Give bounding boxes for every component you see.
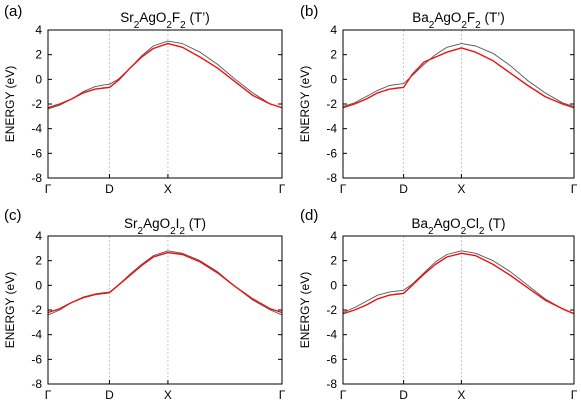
x-tick-label: Γ [340,182,347,196]
x-tick-label: Γ [45,182,52,196]
panel-label: (d) [300,207,318,224]
y-tick-label: 2 [330,254,337,268]
panel-title: Ba2AgO2Cl2 (T) [412,216,506,237]
x-tick-label: Γ [571,388,578,402]
band-line-reference [47,250,283,316]
y-tick-label: 4 [330,23,337,37]
band-line-red [47,251,283,314]
x-tick-label: X [164,388,172,402]
plot-frame [342,29,575,179]
y-tick-label: -2 [326,303,337,317]
y-tick-label: -2 [326,97,337,111]
y-tick-label: 0 [35,278,42,292]
band-line-reference [342,250,575,315]
x-tick-label: X [164,182,172,196]
y-tick-label: -6 [31,146,42,160]
y-tick-label: 4 [330,229,337,243]
band-line-reference [342,43,575,107]
panel-label: (a) [4,3,22,20]
y-tick-label: 0 [330,72,337,86]
panel-title: Sr2AgO2I2 (T) [124,216,206,237]
x-tick-label: D [105,182,114,196]
band-line-red [47,42,283,109]
panel-label: (c) [4,207,22,224]
y-tick-label: -6 [31,352,42,366]
x-tick-label: Γ [45,388,52,402]
x-tick-label: Γ [279,388,286,402]
y-tick-label: -8 [31,377,42,391]
y-tick-label: -4 [31,328,42,342]
y-tick-label: 0 [35,72,42,86]
x-tick-label: Γ [340,388,347,402]
x-tick-label: D [399,388,408,402]
plot-frame [342,235,575,385]
plot-frame [47,235,283,385]
band-line-reference [47,40,283,110]
x-tick-label: D [105,388,114,402]
panel-title: Sr2AgO2F2 (T’) [120,10,209,31]
x-tick-label: Γ [571,182,578,196]
y-tick-label: -8 [31,171,42,185]
panel-label: (b) [300,3,318,20]
band-line-red [342,47,575,109]
y-tick-label: 2 [35,48,42,62]
y-tick-label: 4 [35,23,42,37]
y-tick-label: -4 [326,328,337,342]
y-tick-label: -8 [326,171,337,185]
panel-title: Ba2AgO2F2 (T’) [412,10,504,31]
band-line-red [342,252,575,315]
y-tick-label: 0 [330,278,337,292]
y-tick-label: -8 [326,377,337,391]
y-axis-title: ENERGY (eV) [3,272,17,348]
y-tick-label: 2 [35,254,42,268]
y-tick-label: -4 [31,122,42,136]
plot-frame [47,29,283,179]
y-tick-label: -2 [31,303,42,317]
x-tick-label: X [457,388,465,402]
y-axis-title: ENERGY (eV) [298,272,312,348]
y-axis-title: ENERGY (eV) [3,66,17,142]
y-tick-label: -6 [326,352,337,366]
y-tick-label: 4 [35,229,42,243]
x-tick-label: D [399,182,408,196]
y-tick-label: -2 [31,97,42,111]
x-tick-label: X [457,182,465,196]
y-axis-title: ENERGY (eV) [298,66,312,142]
y-tick-label: -6 [326,146,337,160]
y-tick-label: 2 [330,48,337,62]
y-tick-label: -4 [326,122,337,136]
x-tick-label: Γ [279,182,286,196]
